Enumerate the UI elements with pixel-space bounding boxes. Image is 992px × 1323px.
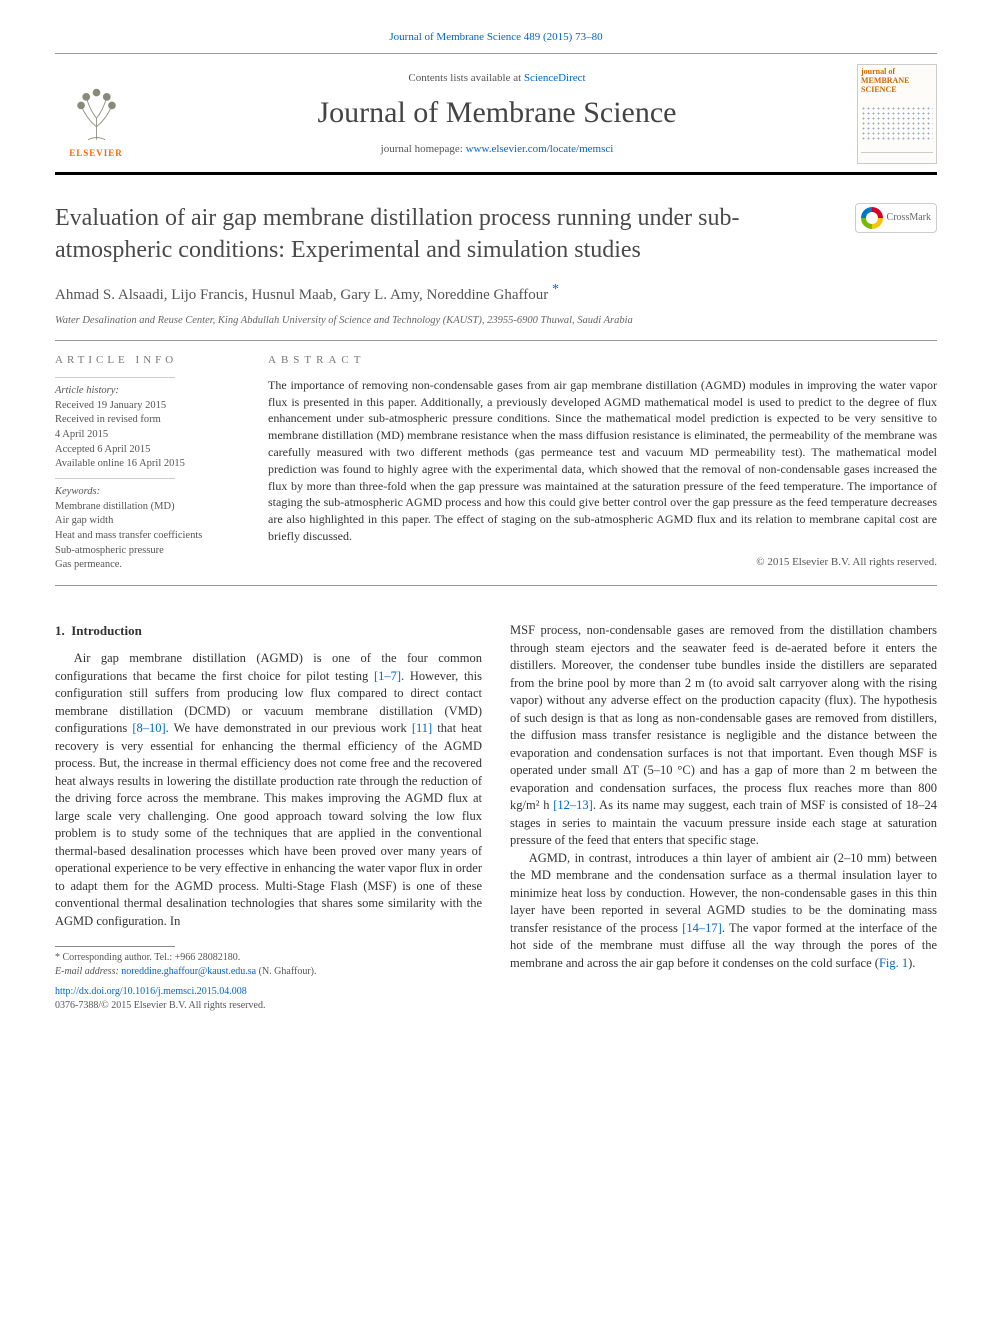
body-text: MSF process, non-condensable gases are r… bbox=[510, 623, 937, 812]
cover-footer bbox=[861, 152, 933, 160]
homepage-line: journal homepage: www.elsevier.com/locat… bbox=[137, 142, 857, 157]
email-line: E-mail address: noreddine.ghaffour@kaust… bbox=[55, 965, 482, 979]
history-title: Article history: bbox=[55, 384, 236, 399]
crossmark-label: CrossMark bbox=[887, 211, 931, 225]
journal-name: Journal of Membrane Science bbox=[137, 92, 857, 134]
citation-link[interactable]: [11] bbox=[412, 721, 432, 735]
sciencedirect-link[interactable]: ScienceDirect bbox=[524, 72, 586, 84]
email-label: E-mail address: bbox=[55, 966, 121, 977]
author-names: Ahmad S. Alsaadi, Lijo Francis, Husnul M… bbox=[55, 287, 548, 303]
contents-line: Contents lists available at ScienceDirec… bbox=[137, 71, 857, 86]
body-paragraph: MSF process, non-condensable gases are r… bbox=[510, 622, 937, 850]
publisher-tree-icon bbox=[69, 84, 124, 144]
article-title: Evaluation of air gap membrane distillat… bbox=[55, 203, 835, 265]
corresponding-author-note: * Corresponding author. Tel.: +966 28082… bbox=[55, 951, 482, 965]
issn-copyright: 0376-7388/© 2015 Elsevier B.V. All right… bbox=[55, 999, 482, 1013]
author-list: Ahmad S. Alsaadi, Lijo Francis, Husnul M… bbox=[55, 280, 937, 306]
keyword: Membrane distillation (MD) bbox=[55, 500, 236, 515]
keyword: Heat and mass transfer coefficients bbox=[55, 529, 236, 544]
info-rule bbox=[55, 377, 175, 378]
keywords-list: Membrane distillation (MD) Air gap width… bbox=[55, 500, 236, 573]
history-line: Received 19 January 2015 bbox=[55, 399, 236, 414]
issue-reference-link[interactable]: Journal of Membrane Science 489 (2015) 7… bbox=[389, 31, 602, 43]
footnotes: * Corresponding author. Tel.: +966 28082… bbox=[55, 951, 482, 979]
keyword: Air gap width bbox=[55, 514, 236, 529]
body-text: that heat recovery is very essential for… bbox=[55, 721, 482, 928]
affiliation: Water Desalination and Reuse Center, Kin… bbox=[55, 314, 937, 329]
cover-art-icon bbox=[861, 106, 933, 141]
doi-link[interactable]: http://dx.doi.org/10.1016/j.memsci.2015.… bbox=[55, 986, 247, 997]
section-title: Introduction bbox=[71, 623, 142, 638]
abstract-copyright: © 2015 Elsevier B.V. All rights reserved… bbox=[268, 555, 937, 570]
body-paragraph: AGMD, in contrast, introduces a thin lay… bbox=[510, 850, 937, 973]
footnote-rule bbox=[55, 946, 175, 947]
article-body: 1. Introduction Air gap membrane distill… bbox=[55, 622, 937, 1013]
figure-link[interactable]: Fig. 1 bbox=[879, 956, 908, 970]
section-heading: 1. Introduction bbox=[55, 622, 482, 640]
body-paragraph: Air gap membrane distillation (AGMD) is … bbox=[55, 650, 482, 930]
homepage-prefix: journal homepage: bbox=[381, 143, 466, 155]
article-header: Evaluation of air gap membrane distillat… bbox=[55, 203, 937, 265]
publisher-logo: ELSEVIER bbox=[55, 69, 137, 159]
history-line: Accepted 6 April 2015 bbox=[55, 443, 236, 458]
doi-block: http://dx.doi.org/10.1016/j.memsci.2015.… bbox=[55, 985, 482, 1013]
masthead: ELSEVIER Contents lists available at Sci… bbox=[55, 53, 937, 175]
journal-cover-thumbnail: journal of MEMBRANE SCIENCE bbox=[857, 64, 937, 164]
citation-link[interactable]: [1–7] bbox=[374, 669, 401, 683]
abstract-text: The importance of removing non-condensab… bbox=[268, 377, 937, 545]
body-text: ). bbox=[908, 956, 915, 970]
contents-prefix: Contents lists available at bbox=[408, 72, 523, 84]
crossmark-badge[interactable]: CrossMark bbox=[855, 203, 937, 233]
keywords-title: Keywords: bbox=[55, 485, 236, 500]
abstract-heading: abstract bbox=[268, 353, 937, 368]
article-info-column: article info Article history: Received 1… bbox=[55, 341, 250, 585]
email-suffix: (N. Ghaffour). bbox=[256, 966, 316, 977]
issue-reference: Journal of Membrane Science 489 (2015) 7… bbox=[55, 30, 937, 45]
keyword: Sub-atmospheric pressure bbox=[55, 544, 236, 559]
masthead-center: Contents lists available at ScienceDirec… bbox=[137, 71, 857, 158]
crossmark-icon bbox=[861, 207, 883, 229]
citation-link[interactable]: [12–13] bbox=[553, 798, 593, 812]
corresponding-author-marker[interactable]: * bbox=[552, 282, 559, 297]
history-line: Available online 16 April 2015 bbox=[55, 457, 236, 472]
citation-link[interactable]: [14–17] bbox=[682, 921, 722, 935]
abstract-column: abstract The importance of removing non-… bbox=[250, 341, 937, 585]
keyword: Gas permeance. bbox=[55, 558, 236, 573]
article-info-heading: article info bbox=[55, 353, 236, 368]
history-line: 4 April 2015 bbox=[55, 428, 236, 443]
email-link[interactable]: noreddine.ghaffour@kaust.edu.sa bbox=[121, 966, 256, 977]
homepage-link[interactable]: www.elsevier.com/locate/memsci bbox=[466, 143, 614, 155]
cover-title: journal of MEMBRANE SCIENCE bbox=[861, 68, 933, 94]
citation-link[interactable]: [8–10] bbox=[132, 721, 165, 735]
history-line: Received in revised form bbox=[55, 413, 236, 428]
publisher-name: ELSEVIER bbox=[69, 147, 123, 160]
body-text: . We have demonstrated in our previous w… bbox=[166, 721, 412, 735]
section-number: 1. bbox=[55, 623, 65, 638]
info-abstract-row: article info Article history: Received 1… bbox=[55, 340, 937, 586]
info-rule bbox=[55, 478, 175, 479]
